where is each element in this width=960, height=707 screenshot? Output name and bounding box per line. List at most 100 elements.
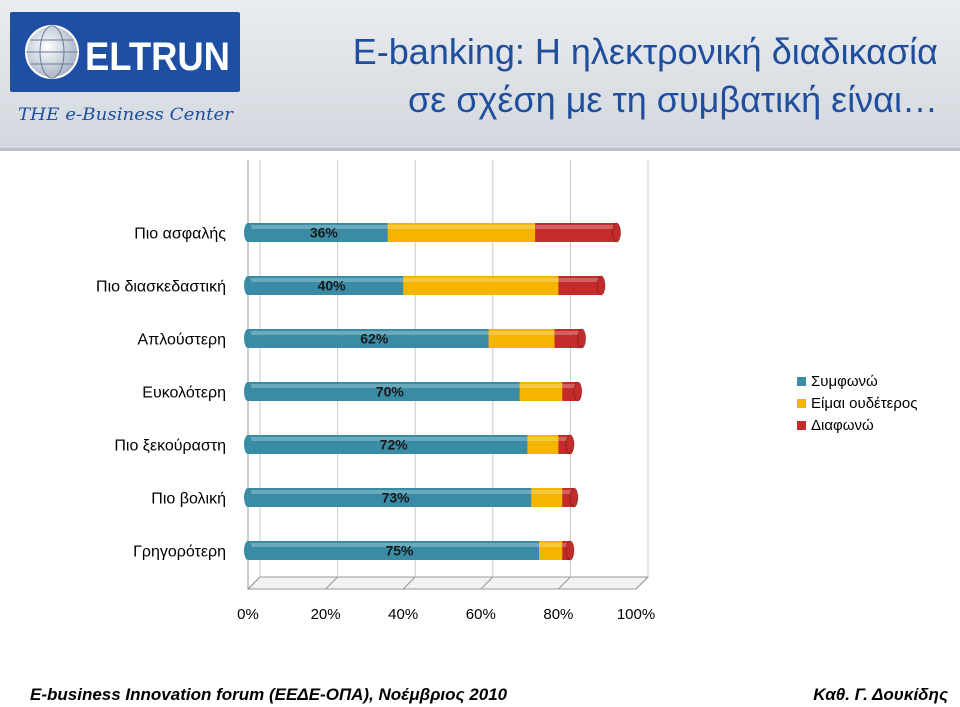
category-label: Πιο ασφαλής [134, 226, 226, 243]
eltrun-logo: ELTRUN THE e-Business Center [10, 12, 240, 125]
x-tick-label: 100% [617, 606, 655, 620]
footer-event: E-business Innovation forum (ΕΕΔΕ-ΟΠΑ), … [30, 685, 508, 704]
floor-gridline [247, 576, 261, 590]
x-tick-label: 0% [237, 606, 259, 620]
bar-segment [558, 276, 602, 295]
x-tick-label: 60% [466, 606, 496, 620]
title-line-1: E-banking: Η ηλεκτρονική διαδικασία [352, 31, 938, 72]
logo-text: ELTRUN [85, 35, 230, 79]
bar-start-cap [244, 541, 252, 560]
stacked-bar-chart: 0% 20% 40% 60% 80% 100% Πιο ασφαλής 36% Πιο διασ… [96, 160, 655, 620]
floor-gridline [480, 576, 494, 590]
bar-value-label: 75% [385, 543, 414, 559]
category-label: Ευκολότερη [142, 385, 226, 402]
bar-start-cap [244, 488, 252, 507]
bar-end-cap [612, 222, 622, 243]
bar-segment [519, 382, 565, 401]
bar-value-label: 36% [310, 225, 339, 241]
bar-highlight [248, 543, 539, 547]
bar-value-label: 62% [360, 331, 389, 347]
title-line-2: σε σχέση με τη συμβατική είναι… [408, 79, 938, 120]
bar-highlight [558, 437, 571, 441]
legend-item-disagree: Διαφωνώ [797, 414, 917, 436]
bar-highlight [403, 278, 559, 282]
bar-highlight [488, 331, 555, 335]
footer-author: Καθ. Γ. Δουκίδης [813, 685, 948, 704]
category-label: Γρηγορότερη [133, 544, 226, 561]
category-label: Πιο ξεκούραστη [114, 438, 226, 455]
bar-segment [562, 488, 574, 507]
bar-segment [488, 329, 557, 348]
chart-legend: Συμφωνώ Είμαι ουδέτερος Διαφωνώ [797, 370, 917, 436]
bar-segment [248, 276, 406, 295]
chart-floor [246, 576, 650, 590]
category-label: Πιο βολική [151, 491, 226, 508]
bar-highlight [519, 384, 563, 388]
bar-highlight [387, 225, 536, 229]
bar-end-cap [577, 328, 587, 349]
bar-end-cap [596, 275, 606, 296]
bar-end-cap [565, 540, 575, 561]
bar-highlight [531, 490, 563, 494]
x-tick-label: 40% [388, 606, 418, 620]
floor-gridline [635, 576, 649, 590]
bar-segment [531, 488, 565, 507]
legend-label-neutral: Είμαι ουδέτερος [811, 394, 918, 412]
bar-highlight [539, 543, 563, 547]
legend-item-agree: Συμφωνώ [797, 370, 917, 392]
bar-segment [248, 435, 530, 454]
bar-end-cap [573, 381, 583, 402]
bar-highlight [554, 331, 582, 335]
bar-value-label: 72% [380, 437, 409, 453]
bar-highlight [535, 225, 617, 229]
bar-highlight [248, 278, 404, 282]
bar-start-cap [244, 223, 252, 242]
bar-segment [248, 382, 522, 401]
bar-highlight [558, 278, 602, 282]
bar-segment [403, 276, 561, 295]
floor-gridline [402, 576, 416, 590]
bar-segment [558, 435, 571, 454]
bar-segment [562, 382, 578, 401]
logo-tagline: THE e-Business Center [18, 105, 234, 125]
legend-label-agree: Συμφωνώ [811, 372, 878, 390]
bar-highlight [562, 490, 574, 494]
slide-title: E-banking: Η ηλεκτρονική διαδικασία σε σ… [278, 28, 938, 124]
bar-segment [248, 541, 541, 560]
floor-gridline [558, 576, 571, 590]
legend-swatch-agree [797, 376, 806, 386]
bar-segment [554, 329, 582, 348]
category-label: Πιο διασκεδαστική [96, 279, 226, 296]
bar-segment [248, 488, 534, 507]
legend-swatch-neutral [797, 398, 806, 408]
legend-item-neutral: Είμαι ουδέτερος [797, 392, 917, 414]
bar-highlight [248, 384, 520, 388]
bar-value-label: 73% [382, 490, 411, 506]
bar-segment [535, 223, 617, 242]
x-tick-label: 20% [311, 606, 341, 620]
bar-start-cap [244, 382, 252, 401]
bar-end-cap [565, 434, 575, 455]
bar-start-cap [244, 329, 252, 348]
x-tick-label: 80% [543, 606, 573, 620]
bar-highlight [248, 331, 489, 335]
bar-highlight [562, 543, 571, 547]
bar-value-label: 40% [318, 278, 347, 294]
bar-highlight [248, 225, 388, 229]
floor-gridline [325, 576, 338, 590]
bar-value-label: 70% [376, 384, 405, 400]
legend-label-disagree: Διαφωνώ [811, 416, 874, 434]
bar-highlight [248, 437, 528, 441]
bar-highlight [248, 490, 532, 494]
bar-segment [387, 223, 538, 242]
bar-segment [539, 541, 565, 560]
category-label: Απλούστερη [138, 332, 226, 349]
bar-segment [248, 223, 390, 242]
bar-start-cap [244, 276, 252, 295]
bar-highlight [562, 384, 578, 388]
bar-highlight [527, 437, 559, 441]
bar-segment [527, 435, 561, 454]
bar-segment [248, 329, 491, 348]
slide-header: ELTRUN THE e-Business Center E-banking: … [0, 0, 960, 151]
legend-swatch-disagree [797, 420, 806, 430]
